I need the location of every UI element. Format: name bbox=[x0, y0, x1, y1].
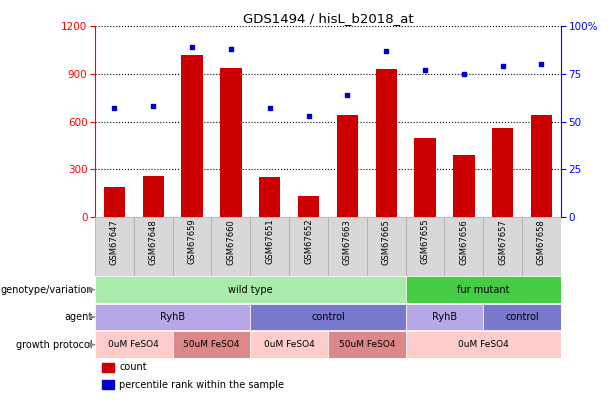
Text: wild type: wild type bbox=[228, 285, 273, 294]
FancyBboxPatch shape bbox=[250, 304, 406, 330]
Text: genotype/variation: genotype/variation bbox=[1, 285, 93, 294]
FancyBboxPatch shape bbox=[483, 217, 522, 276]
Text: GSM67656: GSM67656 bbox=[459, 219, 468, 264]
Point bbox=[498, 63, 508, 70]
Point bbox=[265, 105, 275, 112]
Text: GSM67652: GSM67652 bbox=[304, 219, 313, 264]
Text: GSM67663: GSM67663 bbox=[343, 219, 352, 265]
Text: RyhB: RyhB bbox=[160, 312, 185, 322]
FancyBboxPatch shape bbox=[289, 217, 328, 276]
Text: 0uM FeSO4: 0uM FeSO4 bbox=[264, 340, 314, 349]
Text: RyhB: RyhB bbox=[432, 312, 457, 322]
Point bbox=[187, 44, 197, 51]
Bar bbox=[143, 176, 164, 217]
Point bbox=[381, 48, 391, 54]
Bar bbox=[102, 362, 113, 372]
FancyBboxPatch shape bbox=[95, 304, 250, 330]
Point bbox=[226, 46, 236, 53]
Text: GSM67648: GSM67648 bbox=[149, 219, 158, 264]
FancyBboxPatch shape bbox=[406, 276, 561, 303]
Bar bbox=[492, 128, 513, 217]
Bar bbox=[259, 177, 280, 217]
Title: GDS1494 / hisL_b2018_at: GDS1494 / hisL_b2018_at bbox=[243, 12, 413, 25]
FancyBboxPatch shape bbox=[95, 276, 406, 303]
Text: GSM67665: GSM67665 bbox=[382, 219, 390, 264]
FancyBboxPatch shape bbox=[483, 304, 561, 330]
Point bbox=[343, 92, 352, 98]
FancyBboxPatch shape bbox=[328, 331, 406, 358]
Bar bbox=[337, 115, 358, 217]
FancyBboxPatch shape bbox=[367, 217, 406, 276]
FancyBboxPatch shape bbox=[173, 217, 211, 276]
Text: GSM67655: GSM67655 bbox=[421, 219, 430, 264]
FancyBboxPatch shape bbox=[328, 217, 367, 276]
FancyBboxPatch shape bbox=[95, 331, 173, 358]
Text: GSM67657: GSM67657 bbox=[498, 219, 507, 264]
Text: control: control bbox=[505, 312, 539, 322]
Bar bbox=[298, 196, 319, 217]
Text: GSM67660: GSM67660 bbox=[226, 219, 235, 264]
FancyBboxPatch shape bbox=[406, 304, 483, 330]
FancyBboxPatch shape bbox=[211, 217, 250, 276]
Text: 50uM FeSO4: 50uM FeSO4 bbox=[338, 340, 395, 349]
Text: count: count bbox=[120, 362, 147, 372]
Text: GSM67651: GSM67651 bbox=[265, 219, 274, 264]
FancyBboxPatch shape bbox=[406, 217, 444, 276]
Point bbox=[148, 103, 158, 110]
FancyBboxPatch shape bbox=[250, 331, 328, 358]
FancyBboxPatch shape bbox=[134, 217, 173, 276]
Bar bbox=[376, 69, 397, 217]
Text: percentile rank within the sample: percentile rank within the sample bbox=[120, 379, 284, 390]
Bar bbox=[220, 68, 242, 217]
Bar bbox=[531, 115, 552, 217]
Point bbox=[303, 113, 313, 119]
FancyBboxPatch shape bbox=[173, 331, 250, 358]
Text: fur mutant: fur mutant bbox=[457, 285, 509, 294]
Point bbox=[110, 105, 120, 112]
FancyBboxPatch shape bbox=[95, 217, 134, 276]
Text: 0uM FeSO4: 0uM FeSO4 bbox=[458, 340, 509, 349]
Bar bbox=[102, 380, 113, 390]
FancyBboxPatch shape bbox=[444, 217, 483, 276]
Text: GSM67647: GSM67647 bbox=[110, 219, 119, 264]
Text: 0uM FeSO4: 0uM FeSO4 bbox=[109, 340, 159, 349]
Point bbox=[536, 61, 546, 68]
Text: GSM67659: GSM67659 bbox=[188, 219, 197, 264]
Bar bbox=[453, 155, 474, 217]
Point bbox=[459, 71, 469, 77]
FancyBboxPatch shape bbox=[406, 331, 561, 358]
Text: GSM67658: GSM67658 bbox=[537, 219, 546, 264]
Point bbox=[420, 67, 430, 73]
Bar bbox=[414, 138, 436, 217]
Text: 50uM FeSO4: 50uM FeSO4 bbox=[183, 340, 240, 349]
Text: agent: agent bbox=[65, 312, 93, 322]
Text: control: control bbox=[311, 312, 345, 322]
FancyBboxPatch shape bbox=[522, 217, 561, 276]
Bar bbox=[104, 187, 125, 217]
Text: growth protocol: growth protocol bbox=[17, 340, 93, 350]
FancyBboxPatch shape bbox=[250, 217, 289, 276]
Bar bbox=[181, 55, 203, 217]
